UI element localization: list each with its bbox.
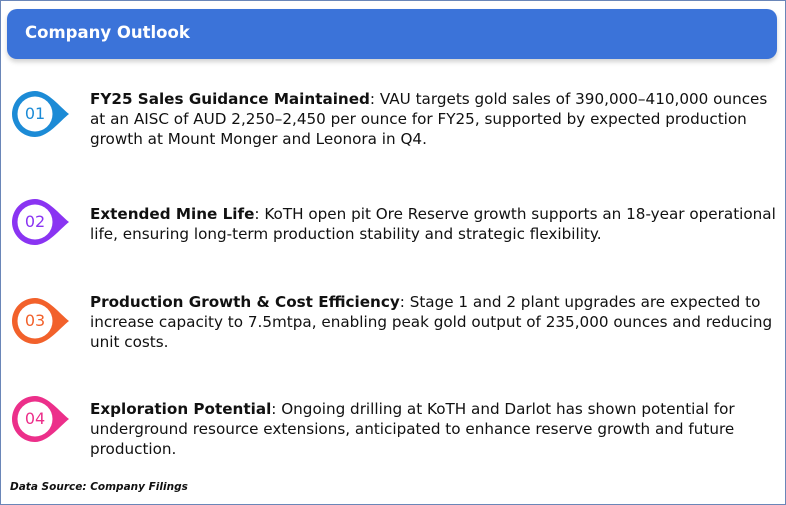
badge-number: 01 [24,104,46,123]
page-title: Company Outlook [25,23,190,42]
number-badge-4: 04 [8,392,72,446]
item-heading: Exploration Potential [90,400,272,418]
number-badge-1: 01 [8,87,72,141]
badge-number: 04 [24,409,46,428]
badge-pin-icon [12,396,69,442]
badge-number: 03 [24,311,46,330]
badge-pin-icon [12,199,69,245]
item-text: Production Growth & Cost Efficiency: Sta… [90,292,780,352]
badge-pin-icon [12,91,69,137]
item-heading: FY25 Sales Guidance Maintained [90,90,370,108]
item-text: Exploration Potential: Ongoing drilling … [90,399,780,459]
item-body: : KoTH open pit Ore Reserve growth suppo… [90,205,776,243]
header-banner: Company Outlook [7,9,777,59]
item-body: : VAU targets gold sales of 390,000–410,… [90,90,768,148]
item-text: Extended Mine Life: KoTH open pit Ore Re… [90,204,780,244]
item-heading: Extended Mine Life [90,205,255,223]
item-body: : Stage 1 and 2 plant upgrades are expec… [90,293,773,351]
item-heading: Production Growth & Cost Efficiency [90,293,400,311]
badge-pin-icon [12,298,69,344]
number-badge-2: 02 [8,195,72,249]
item-body: : Ongoing drilling at KoTH and Darlot ha… [90,400,735,458]
badge-number: 02 [24,212,46,231]
number-badge-3: 03 [8,294,72,348]
data-source-note: Data Source: Company Filings [10,481,188,493]
item-text: FY25 Sales Guidance Maintained: VAU targ… [90,89,780,149]
